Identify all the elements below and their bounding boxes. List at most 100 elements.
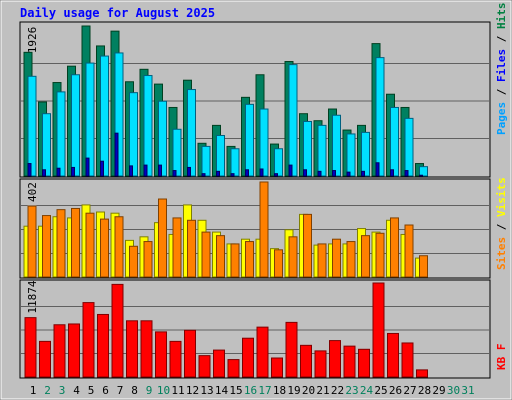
bar-visits-sites-sites-day-27 [404, 224, 414, 278]
legend-hits: Pages / Files / Hits [495, 3, 508, 136]
bar-hits-files-pages-pages-day-27 [404, 170, 409, 177]
bar-visits-sites-sites-day-26 [390, 217, 399, 278]
bar-kbytes-kb-f-day-3 [53, 324, 66, 378]
bar-hits-files-pages-pages-day-26 [390, 169, 394, 177]
bar-visits-sites-sites-day-18 [274, 249, 283, 278]
day-label-1: 1 [30, 384, 37, 397]
bar-hits-files-pages-files-day-22 [332, 114, 341, 177]
legend-hits-text: Hits [495, 3, 508, 30]
legend-pages: Pages [495, 102, 508, 135]
day-label-2: 2 [44, 384, 51, 397]
bar-visits-sites-sites-day-5 [85, 212, 95, 278]
bar-hits-files-pages-files-day-13 [201, 145, 211, 177]
ymax-label-hits: 1926 [26, 27, 39, 54]
ymax-label-kbytes: 11874 [26, 280, 39, 313]
day-label-22: 22 [331, 384, 344, 397]
bar-visits-sites-sites-day-16 [245, 241, 254, 278]
day-label-9: 9 [146, 384, 153, 397]
bar-visits-sites-sites-day-17 [259, 181, 269, 278]
bar-hits-files-pages-files-day-19 [288, 64, 298, 177]
bar-kbytes-kb-f-day-18 [271, 357, 283, 378]
bar-visits-sites-sites-day-11 [172, 217, 182, 278]
legend-files: Files [495, 49, 508, 82]
bar-hits-files-pages-files-day-26 [390, 106, 399, 177]
legend-sep-3: / [495, 223, 508, 230]
day-label-26: 26 [389, 384, 402, 397]
bar-kbytes-kb-f-day-1 [24, 317, 37, 378]
bar-hits-files-pages-files-day-2 [42, 113, 51, 177]
bar-hits-files-pages-files-day-15 [230, 148, 240, 177]
chart-title: Daily usage for August 2025 [20, 6, 215, 20]
bar-hits-files-pages-pages-day-21 [317, 170, 322, 177]
bar-hits-files-pages-files-day-6 [100, 55, 109, 177]
bar-kbytes-kb-f-day-23 [343, 345, 356, 378]
bar-hits-files-pages-files-day-20 [303, 120, 312, 177]
bar-hits-files-pages-files-day-14 [216, 135, 225, 177]
bar-visits-sites-sites-day-20 [303, 213, 312, 278]
day-label-11: 11 [171, 384, 184, 397]
bar-kbytes-kb-f-day-2 [39, 340, 51, 378]
bar-hits-files-pages-pages-day-22 [332, 170, 336, 177]
bar-hits-files-pages-pages-day-16 [245, 169, 249, 177]
day-label-12: 12 [186, 384, 199, 397]
day-label-21: 21 [316, 384, 329, 397]
day-label-31: 31 [461, 384, 474, 397]
day-label-30: 30 [447, 384, 460, 397]
bar-hits-files-pages-pages-day-9 [143, 164, 148, 177]
bar-kbytes-kb-f-day-21 [314, 350, 327, 378]
bar-visits-sites-sites-day-10 [158, 198, 167, 278]
bar-kbytes-kb-f-day-11 [169, 340, 182, 378]
bar-kbytes-kb-f-day-5 [82, 302, 95, 378]
day-label-25: 25 [374, 384, 387, 397]
legend-sep-1: / [495, 88, 508, 95]
bar-hits-files-pages-pages-day-18 [274, 173, 278, 177]
legend-sites: Sites [495, 237, 508, 270]
bar-visits-sites-sites-day-12 [187, 219, 196, 278]
bar-hits-files-pages-pages-day-19 [288, 164, 293, 177]
bar-hits-files-pages-pages-day-17 [259, 168, 264, 177]
bar-kbytes-kb-f-day-27 [401, 342, 414, 378]
bar-hits-files-pages-pages-day-15 [230, 173, 235, 177]
day-label-7: 7 [117, 384, 124, 397]
svg-text:Sites / Visits: Sites / Visits [495, 177, 508, 270]
bar-hits-files-pages-files-day-23 [346, 133, 356, 177]
bar-kbytes-kb-f-day-19 [285, 321, 298, 378]
bar-visits-sites-sites-day-28 [419, 255, 428, 278]
day-label-17: 17 [258, 384, 271, 397]
day-label-23: 23 [345, 384, 358, 397]
bar-hits-files-pages-files-day-17 [259, 108, 269, 177]
bar-kbytes-kb-f-day-17 [256, 326, 269, 378]
day-label-29: 29 [432, 384, 445, 397]
bar-kbytes-kb-f-day-10 [155, 331, 167, 378]
bar-visits-sites-sites-day-3 [56, 209, 66, 278]
bar-kbytes-kb-f-day-8 [126, 320, 138, 378]
bar-kbytes-kb-f-day-16 [242, 337, 254, 378]
bar-visits-sites-sites-day-13 [201, 231, 211, 278]
bar-kbytes-kb-f-day-4 [68, 323, 80, 378]
bar-hits-files-pages-files-day-8 [129, 92, 138, 177]
day-labels: 1 2 3 4 5 6 7 8 9 10 11 12 13 14 15 16 17 18 19 20 21 22 23 24 2… [30, 384, 475, 397]
bar-visits-sites-sites-day-8 [129, 245, 138, 278]
bar-kbytes-kb-f-day-24 [358, 348, 370, 378]
day-label-20: 20 [302, 384, 315, 397]
bar-hits-files-pages-files-day-10 [158, 100, 167, 177]
bar-visits-sites-sites-day-7 [114, 216, 124, 278]
bar-kbytes-kb-f-day-7 [111, 283, 124, 378]
bar-hits-files-pages-pages-day-6 [100, 160, 104, 177]
day-label-4: 4 [73, 384, 80, 397]
day-label-6: 6 [102, 384, 109, 397]
bar-hits-files-pages-pages-day-3 [56, 167, 61, 177]
day-label-18: 18 [273, 384, 286, 397]
bar-visits-sites-sites-day-23 [346, 241, 356, 278]
day-label-28: 28 [418, 384, 431, 397]
legend-visits-text: Visits [495, 177, 508, 217]
bar-hits-files-pages-pages-day-24 [361, 170, 365, 177]
ymax-label-visits: 402 [26, 182, 39, 202]
day-label-5: 5 [88, 384, 95, 397]
bar-hits-files-pages-files-day-21 [317, 124, 327, 177]
bar-hits-files-pages-pages-day-4 [71, 166, 75, 177]
bar-hits-files-pages-pages-day-5 [85, 157, 90, 177]
legend-sep-2: / [495, 35, 508, 42]
